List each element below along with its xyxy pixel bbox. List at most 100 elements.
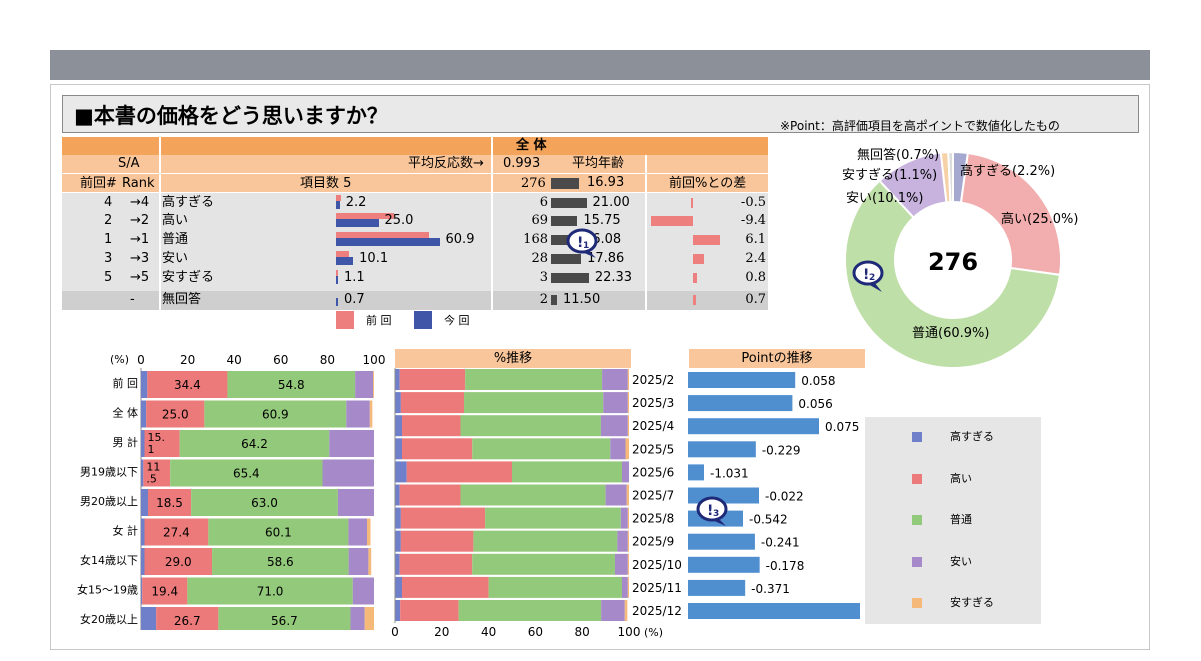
trend-x-tick: 40 [481,625,496,639]
trend-bar [621,576,628,598]
seg-bar [156,607,219,630]
seg-category-label: 女14歳以下 [80,553,138,567]
legend-label: 高すぎる [950,430,994,443]
legend-prev-swatch [336,311,354,329]
trend-bar [621,461,629,483]
trend-category-label: 2025/5 [632,442,674,456]
seg-bar [348,518,368,546]
point-bar [688,441,756,458]
col-rank: Rank [122,176,155,191]
seg-category-label: 女15～19歳 [77,583,138,597]
seg-data-label: 15. 1 [147,431,165,456]
row-pct: 2.2 [345,195,367,210]
donut-center-label: 276 [928,248,978,276]
trend-bar [395,438,403,460]
seg-bar [142,577,188,605]
seg-bar [369,400,373,428]
seg-category-label: 女20歳以上 [80,612,138,626]
trend-bar [395,507,401,529]
trend-x-tick: 0 [391,625,399,639]
seg-data-label: 27.4 [163,526,190,540]
trend-category-label: 2025/2 [632,373,674,387]
seg-unit-label: (%) [110,353,129,366]
donut-slice [947,150,954,204]
row-diff-bar [693,235,721,245]
point-value-label: 0.075 [825,420,859,434]
seg-data-label: 54.8 [278,378,305,392]
row-diff-bar [693,254,704,264]
trend-bar [627,553,629,575]
total-age-bar [551,178,579,189]
point-title: Pointの推移 [741,351,813,366]
row-age-bar [551,235,578,245]
trend-bar [603,392,628,414]
row-rank: →4 [130,195,150,210]
row-diff: 0.7 [745,292,766,307]
seg-x-tick: 0 [137,353,145,367]
trend-bar [627,369,629,390]
seg-bar [141,459,144,487]
seg-category-label: 男20歳以上 [80,495,138,508]
legend-swatch [912,515,922,525]
trend-category-label: 2025/12 [632,604,682,618]
seg-bar [141,489,148,516]
row-n: 3 [539,270,548,285]
row-prev-pct-bar [336,270,338,276]
row-curr-pct-bar [336,238,440,246]
point-value-label: 0.058 [801,374,835,388]
seg-bar [352,577,374,605]
row-n: 69 [531,213,548,228]
point-value-label: -0.022 [765,490,804,504]
trend-bar [605,484,627,506]
row-pct: 10.1 [359,251,389,266]
trend-bar [464,392,604,414]
seg-x-tick: 100 [363,353,386,367]
point-bar [688,579,746,596]
row-curr-pct-bar [336,298,338,306]
seg-category-label: 男 計 [113,435,139,449]
seg-bar [147,371,228,398]
seg-x-tick: 40 [227,353,242,367]
row-prev: 4 [104,195,113,210]
seg-data-label-line: 1 [147,443,154,456]
seg-bar [144,548,213,575]
svg-text:!: ! [707,503,713,519]
page-title: ■本書の価格をどう思いますか？ [74,104,388,128]
trend-bar [402,576,489,598]
donut-label-takasugiru: 高すぎる(2.2%) [960,164,1056,179]
point-bar [688,464,704,481]
trend-bar [460,415,601,437]
seg-bar [141,577,143,605]
seg-bar [204,400,347,428]
trend-bar [395,392,401,414]
seg-x-tick: 80 [320,353,335,367]
seg-bar [367,518,371,546]
row-label: 普通 [162,232,189,247]
row-curr-pct-bar [336,257,354,265]
legend-box [865,417,1041,624]
trend-bar [614,553,628,575]
seg-data-label: 60.1 [265,526,292,540]
row-diff: 2.4 [745,251,766,266]
row-age-bar [551,216,578,226]
donut-label-yasui: 安い(10.1%) [846,191,924,206]
point-note: ※Point：高評価項目を高ポイントで数値化したもの [780,119,1060,133]
trend-title-bg [395,349,631,368]
row-rank: →1 [130,232,150,247]
trend-x-tick: 20 [434,625,449,639]
trend-bar [399,553,473,575]
seg-bar [144,430,180,457]
legend-prev-label: 前 回 [366,314,392,327]
row-age: 22.33 [594,270,633,285]
row-prev: 2 [104,213,113,228]
seg-data-label: 58.6 [267,555,294,569]
seg-data-label: 19.4 [151,585,178,599]
trend-bar [395,461,407,483]
seg-data-label-line: .5 [146,473,157,486]
seg-bar [147,489,192,516]
donut-label-futsuu: 普通(60.9%) [912,326,990,341]
avg-response: 0.993 [503,156,541,171]
seg-bar [368,548,372,575]
seg-bar [187,577,353,605]
seg-data-label-line: 11 [146,461,160,474]
